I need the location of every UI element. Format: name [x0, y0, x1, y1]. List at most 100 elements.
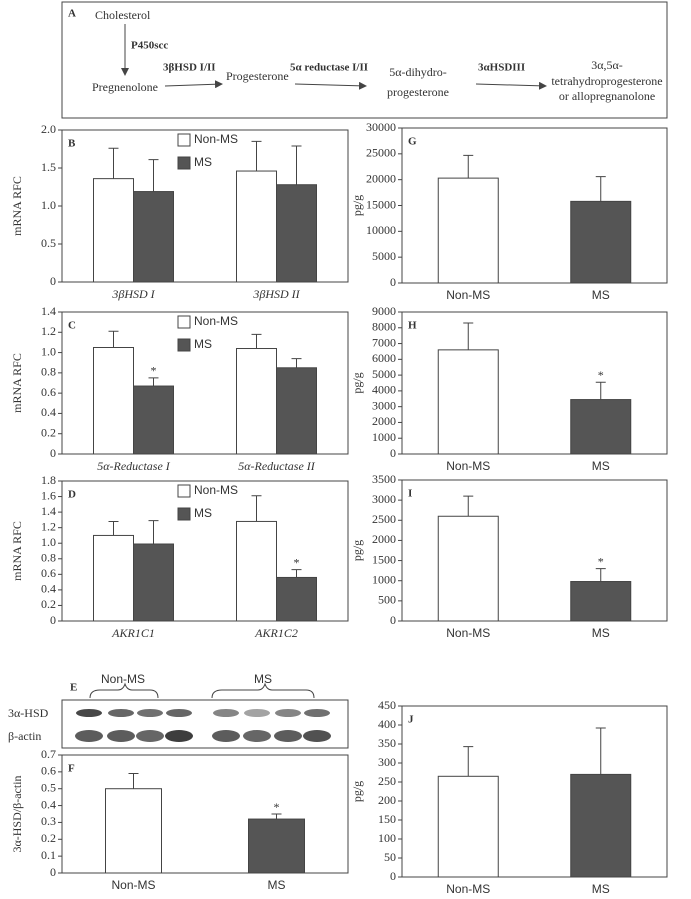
group-label: MS: [254, 672, 272, 686]
y-tick-label: 0: [390, 869, 396, 883]
y-tick-label: 0.6: [41, 764, 56, 778]
error-bar: [251, 333, 262, 349]
significance-mark: *: [294, 555, 300, 569]
y-tick-label: 2000: [372, 532, 396, 546]
y-tick-label: 0.3: [41, 814, 56, 828]
y-axis-title: mRNA RFC: [10, 521, 24, 581]
error-bar: [108, 520, 119, 536]
error-bar: [595, 176, 606, 202]
significance-mark: *: [274, 800, 280, 814]
x-tick-label: AKR1C2: [254, 626, 298, 640]
error-bar: [108, 147, 119, 179]
y-tick-label: 20000: [366, 171, 396, 185]
x-tick-label: MS: [592, 626, 610, 640]
x-tick-label: Non-MS: [446, 882, 490, 896]
y-tick-label: 0.2: [41, 425, 56, 439]
brace: [89, 682, 159, 699]
bar: [570, 200, 632, 284]
y-tick-label: 2.0: [41, 122, 56, 136]
x-tick-label: AKR1C1: [111, 626, 155, 640]
bar: [437, 349, 499, 455]
y-tick-label: 0.5: [41, 236, 56, 250]
legend-swatch: [177, 338, 191, 352]
panel-label: B: [68, 138, 76, 150]
bar: [93, 178, 134, 283]
legend-swatch: [177, 133, 191, 147]
y-tick-label: 1.6: [41, 488, 56, 502]
y-tick-label: 3000: [372, 398, 396, 412]
legend-swatch: [177, 315, 191, 329]
y-tick-label: 0.8: [41, 365, 56, 379]
y-tick-label: 0.2: [41, 597, 56, 611]
y-axis-title: pg/g: [350, 781, 364, 802]
x-tick-label: 5α-Reductase II: [238, 459, 316, 473]
y-tick-label: 300: [378, 755, 396, 769]
bar: [276, 576, 317, 622]
legend-swatch: [177, 156, 191, 170]
enzyme: P450scc: [131, 40, 168, 52]
band: [108, 709, 134, 717]
x-tick-label: MS: [592, 882, 610, 896]
x-tick-label: Non-MS: [446, 288, 490, 302]
x-tick-label: MS: [592, 459, 610, 473]
y-tick-label: 1.0: [41, 198, 56, 212]
error-bar: [148, 520, 159, 544]
y-tick-label: 50: [384, 850, 396, 864]
y-tick-label: 6000: [372, 351, 396, 365]
brace: [211, 682, 315, 699]
plot-frame: [61, 754, 349, 874]
bar: [437, 775, 499, 878]
bar: [236, 170, 277, 283]
y-tick-label: 0.6: [41, 566, 56, 580]
y-axis-title: 3α-HSD/β-actin: [10, 775, 24, 852]
y-tick-label: 0.4: [41, 797, 56, 811]
y-tick-label: 0.2: [41, 831, 56, 845]
band: [137, 709, 163, 717]
y-tick-label: 0: [50, 274, 56, 288]
node: 5α-dihydro-: [389, 65, 447, 79]
y-tick-label: 1500: [372, 552, 396, 566]
y-tick-label: 1.4: [41, 304, 56, 318]
node: Progesterone: [226, 69, 289, 83]
group-label: Non-MS: [101, 672, 145, 686]
node: Pregnenolone: [92, 80, 158, 94]
y-tick-label: 30000: [366, 120, 396, 134]
panel-label: G: [408, 136, 417, 148]
y-tick-label: 7000: [372, 335, 396, 349]
band: [244, 709, 270, 717]
error-bar: [595, 381, 606, 400]
blot-bands: [75, 709, 331, 742]
x-tick-label: 3βHSD I: [111, 287, 155, 301]
y-tick-label: 400: [378, 717, 396, 731]
y-tick-label: 1.2: [41, 324, 56, 338]
y-tick-label: 0.7: [41, 747, 56, 761]
error-bar: [595, 568, 606, 582]
y-tick-label: 150: [378, 812, 396, 826]
node: Cholesterol: [95, 8, 151, 22]
error-bar: [251, 495, 262, 522]
band: [212, 730, 240, 742]
bar: [276, 367, 317, 455]
bar: [133, 191, 174, 283]
row-label: β-actin: [8, 729, 41, 743]
legend-label: MS: [194, 155, 212, 169]
y-axis-title: pg/g: [350, 195, 364, 216]
panel-label: C: [68, 320, 76, 332]
x-tick-label: Non-MS: [446, 626, 490, 640]
panel-label: D: [68, 489, 76, 501]
significance-mark: *: [598, 554, 604, 568]
panel-label: F: [68, 763, 75, 775]
bar: [133, 543, 174, 622]
band: [275, 709, 301, 717]
y-tick-label: 1000: [372, 572, 396, 586]
y-tick-label: 8000: [372, 320, 396, 334]
plot-frame: [401, 479, 668, 622]
y-tick-label: 1.0: [41, 344, 56, 358]
legend-swatch: [177, 507, 191, 521]
enzyme: 3βHSD I/II: [163, 62, 216, 74]
bar: [236, 520, 277, 622]
legend-label: MS: [194, 506, 212, 520]
plot-frame: [61, 480, 349, 622]
y-tick-label: 25000: [366, 146, 396, 160]
